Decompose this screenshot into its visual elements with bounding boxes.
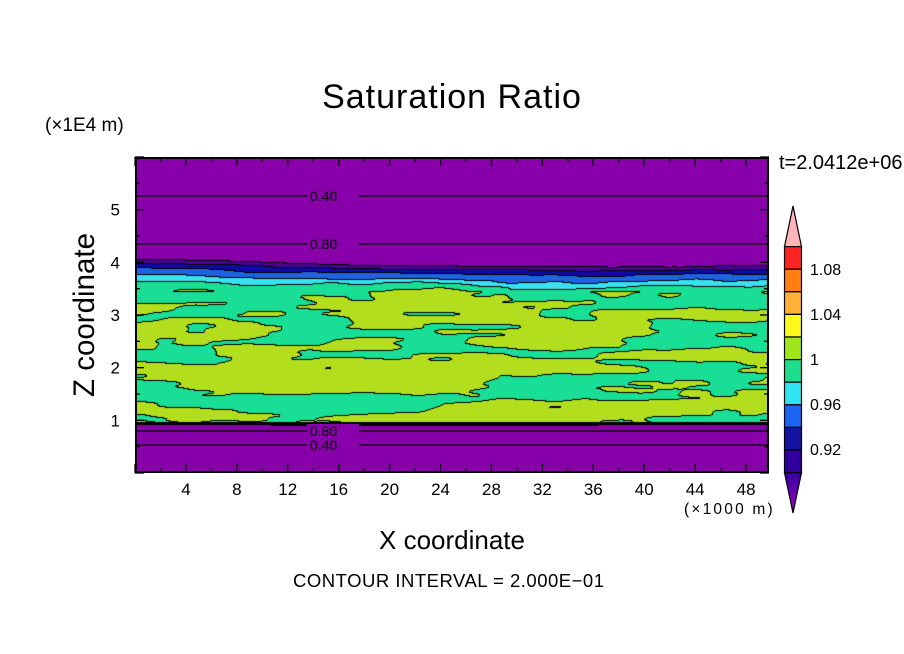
svg-text:36: 36 (584, 480, 603, 499)
svg-text:1.08: 1.08 (810, 262, 841, 279)
svg-text:4: 4 (181, 480, 190, 499)
svg-text:1.04: 1.04 (810, 307, 841, 324)
svg-text:1: 1 (810, 352, 819, 369)
svg-text:3: 3 (111, 306, 120, 325)
svg-text:8: 8 (232, 480, 241, 499)
svg-text:0.92: 0.92 (810, 442, 841, 459)
svg-text:0.96: 0.96 (810, 397, 841, 414)
svg-text:48: 48 (737, 480, 756, 499)
svg-text:32: 32 (533, 480, 552, 499)
svg-text:12: 12 (278, 480, 297, 499)
svg-text:44: 44 (686, 480, 705, 499)
svg-text:2: 2 (111, 359, 120, 378)
svg-text:16: 16 (329, 480, 348, 499)
svg-text:20: 20 (380, 480, 399, 499)
svg-text:5: 5 (111, 201, 120, 220)
svg-text:28: 28 (482, 480, 501, 499)
svg-text:40: 40 (635, 480, 654, 499)
svg-text:24: 24 (431, 480, 450, 499)
svg-text:1: 1 (111, 411, 120, 430)
svg-text:4: 4 (111, 253, 120, 272)
